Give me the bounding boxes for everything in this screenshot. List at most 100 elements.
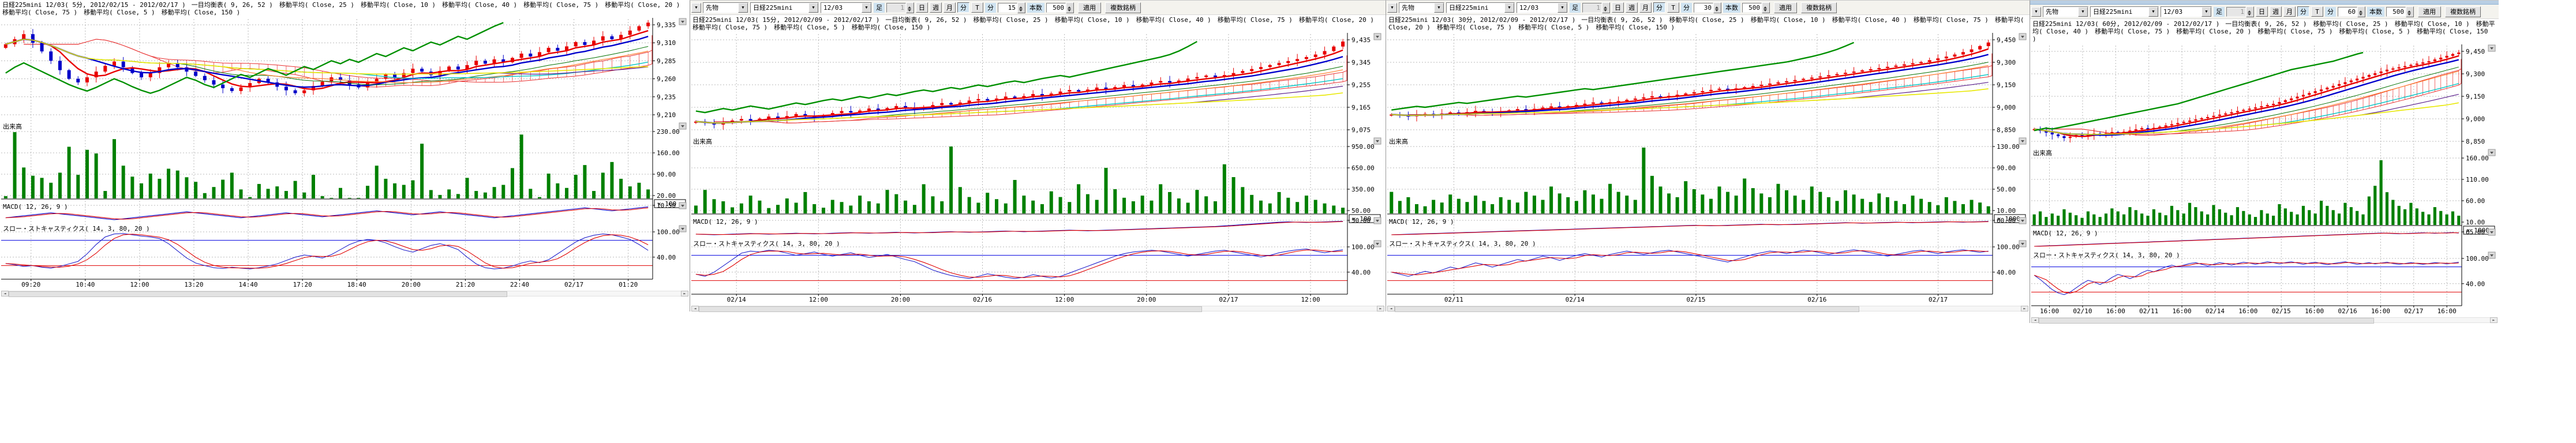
period-week-button[interactable]: 週 bbox=[930, 2, 942, 13]
chevron-down-icon[interactable]: ▼ bbox=[738, 2, 748, 13]
spinner-icon[interactable] bbox=[1602, 2, 1610, 13]
symbol-select[interactable]: 日経225mini ▼ bbox=[1446, 2, 1515, 13]
bar-count-stepper[interactable]: 500 bbox=[1046, 2, 1074, 13]
period-minute-button[interactable]: 分 bbox=[1653, 2, 1665, 13]
minute-stepper[interactable]: 60 bbox=[2338, 6, 2365, 17]
period-tick-button[interactable]: T bbox=[2311, 6, 2323, 17]
price-chart-canvas[interactable]: 02/11 02/14 02/15 02/16 02/17 9,450 9,300 9,150… bbox=[1386, 32, 2027, 305]
spinner-icon[interactable] bbox=[2357, 6, 2365, 17]
period-day-button[interactable]: 日 bbox=[916, 2, 928, 13]
price-chart-canvas[interactable]: 02/14 12:00 20:00 02/16 12:00 20:00 02/17 12:00… bbox=[690, 32, 1382, 305]
scroll-right-icon[interactable]: ► bbox=[1377, 306, 1384, 311]
svg-text:MACD( 12, 26, 9 ): MACD( 12, 26, 9 ) bbox=[693, 218, 758, 226]
scrollbar-thumb[interactable] bbox=[9, 291, 508, 297]
period-month-button[interactable]: 月 bbox=[1639, 2, 1652, 13]
period-tick-button[interactable]: T bbox=[971, 2, 983, 13]
chevron-down-icon[interactable]: ▼ bbox=[2201, 6, 2211, 17]
spinner-icon[interactable] bbox=[1066, 2, 1074, 13]
period-minute-button[interactable]: 分 bbox=[957, 2, 969, 13]
window-top-strip bbox=[2030, 1, 2499, 5]
scroll-left-icon[interactable]: ◄ bbox=[1387, 306, 1395, 311]
contract-select[interactable]: 12/03 ▼ bbox=[1517, 2, 1568, 13]
chevron-down-icon[interactable]: ▼ bbox=[1557, 2, 1567, 13]
horizontal-scrollbar[interactable]: ◄ ► bbox=[2031, 317, 2498, 324]
svg-text:9,310: 9,310 bbox=[657, 39, 676, 47]
period-day-button[interactable]: 日 bbox=[1612, 2, 1624, 13]
svg-text:MACD( 12, 26, 9 ): MACD( 12, 26, 9 ) bbox=[1389, 218, 1454, 226]
svg-text:出来高: 出来高 bbox=[693, 137, 712, 145]
bar-count-stepper[interactable]: 500 bbox=[1742, 2, 1770, 13]
price-chart-canvas[interactable]: 09:20 10:40 12:00 13:20 14:40 17:20 18:40 20:00… bbox=[0, 17, 687, 290]
period-month-button[interactable]: 月 bbox=[2283, 6, 2296, 17]
svg-text:10:40: 10:40 bbox=[76, 281, 95, 288]
horizontal-scrollbar[interactable]: ◄ ► bbox=[1, 291, 688, 297]
category-select[interactable]: 先物 ▼ bbox=[703, 2, 748, 13]
period-day-button[interactable]: 日 bbox=[2256, 6, 2268, 17]
spinner-icon[interactable] bbox=[1713, 2, 1721, 13]
apply-button[interactable]: 適用 bbox=[1078, 2, 1101, 13]
chevron-down-icon[interactable]: ▼ bbox=[2078, 6, 2088, 17]
period-week-button[interactable]: 週 bbox=[1626, 2, 1638, 13]
bar-count-stepper[interactable]: 500 bbox=[2386, 6, 2414, 17]
scrollbar-thumb[interactable] bbox=[2039, 318, 2374, 324]
period-tick-button[interactable]: T bbox=[1667, 2, 1679, 13]
svg-text:60.00: 60.00 bbox=[1997, 217, 2016, 224]
svg-text:18:40: 18:40 bbox=[347, 281, 366, 288]
scrollbar-thumb[interactable] bbox=[699, 306, 1202, 312]
bar-span-stepper[interactable]: 1 bbox=[2226, 6, 2254, 17]
multi-symbol-button[interactable]: 複数銘柄 bbox=[2445, 6, 2481, 17]
bar-type-label: 足 bbox=[2214, 6, 2225, 17]
scroll-left-icon[interactable]: ◄ bbox=[1, 291, 9, 296]
scrollbar-track[interactable] bbox=[9, 291, 681, 297]
scroll-left-icon[interactable]: ◄ bbox=[2031, 317, 2039, 323]
period-week-button[interactable]: 週 bbox=[2270, 6, 2282, 17]
period-minute-button[interactable]: 分 bbox=[2297, 6, 2309, 17]
bar-span-stepper[interactable]: 1 bbox=[886, 2, 914, 13]
scrollbar-thumb[interactable] bbox=[1395, 306, 1859, 312]
scroll-right-icon[interactable]: ► bbox=[681, 291, 688, 296]
panel-menu-button[interactable]: ▼ bbox=[2031, 6, 2041, 17]
symbol-value: 日経225mini bbox=[1449, 4, 1489, 12]
chevron-down-icon[interactable]: ▼ bbox=[2148, 6, 2158, 17]
chevron-down-icon[interactable]: ▼ bbox=[808, 2, 818, 13]
scrollbar-track[interactable] bbox=[699, 306, 1377, 312]
category-select[interactable]: 先物 ▼ bbox=[2043, 6, 2088, 17]
panel-menu-button[interactable]: ▼ bbox=[691, 2, 701, 13]
bar-span-stepper[interactable]: 1 bbox=[1582, 2, 1610, 13]
scroll-left-icon[interactable]: ◄ bbox=[691, 306, 699, 311]
spinner-icon[interactable] bbox=[1017, 2, 1025, 13]
price-chart-canvas[interactable]: 16:00 02/10 16:00 02/11 16:00 02/14 16:00 02/15… bbox=[2030, 43, 2496, 317]
apply-button[interactable]: 適用 bbox=[2418, 6, 2441, 17]
horizontal-scrollbar[interactable]: ◄ ► bbox=[691, 306, 1384, 312]
scroll-right-icon[interactable]: ► bbox=[2021, 306, 2028, 311]
contract-select[interactable]: 12/03 ▼ bbox=[821, 2, 872, 13]
chevron-down-icon[interactable]: ▼ bbox=[862, 2, 871, 13]
chevron-down-icon[interactable]: ▼ bbox=[1504, 2, 1514, 13]
bar-type-label: 足 bbox=[874, 2, 885, 13]
symbol-select[interactable]: 日経225mini ▼ bbox=[2090, 6, 2159, 17]
svg-text:9,450: 9,450 bbox=[2466, 48, 2485, 55]
multi-symbol-button[interactable]: 複数銘柄 bbox=[1801, 2, 1837, 13]
minute-stepper[interactable]: 30 bbox=[1694, 2, 1721, 13]
horizontal-scrollbar[interactable]: ◄ ► bbox=[1387, 306, 2028, 312]
spinner-icon[interactable] bbox=[2406, 6, 2414, 17]
spinner-icon[interactable] bbox=[2246, 6, 2254, 17]
svg-text:9,255: 9,255 bbox=[1351, 81, 1371, 89]
symbol-select[interactable]: 日経225mini ▼ bbox=[750, 2, 819, 13]
apply-button[interactable]: 適用 bbox=[1774, 2, 1797, 13]
svg-text:20:00: 20:00 bbox=[402, 281, 421, 288]
period-month-button[interactable]: 月 bbox=[943, 2, 956, 13]
minute-stepper[interactable]: 15 bbox=[998, 2, 1025, 13]
category-select[interactable]: 先物 ▼ bbox=[1399, 2, 1444, 13]
multi-symbol-button[interactable]: 複数銘柄 bbox=[1105, 2, 1141, 13]
svg-text:02/10: 02/10 bbox=[2073, 307, 2092, 315]
contract-select[interactable]: 12/03 ▼ bbox=[2161, 6, 2212, 17]
scroll-right-icon[interactable]: ► bbox=[2490, 317, 2498, 323]
chevron-down-icon[interactable]: ▼ bbox=[1434, 2, 1444, 13]
scrollbar-track[interactable] bbox=[1395, 306, 2021, 312]
svg-text:9,450: 9,450 bbox=[1997, 36, 2016, 44]
spinner-icon[interactable] bbox=[906, 2, 914, 13]
scrollbar-track[interactable] bbox=[2039, 317, 2490, 324]
spinner-icon[interactable] bbox=[1762, 2, 1770, 13]
panel-menu-button[interactable]: ▼ bbox=[1387, 2, 1397, 13]
